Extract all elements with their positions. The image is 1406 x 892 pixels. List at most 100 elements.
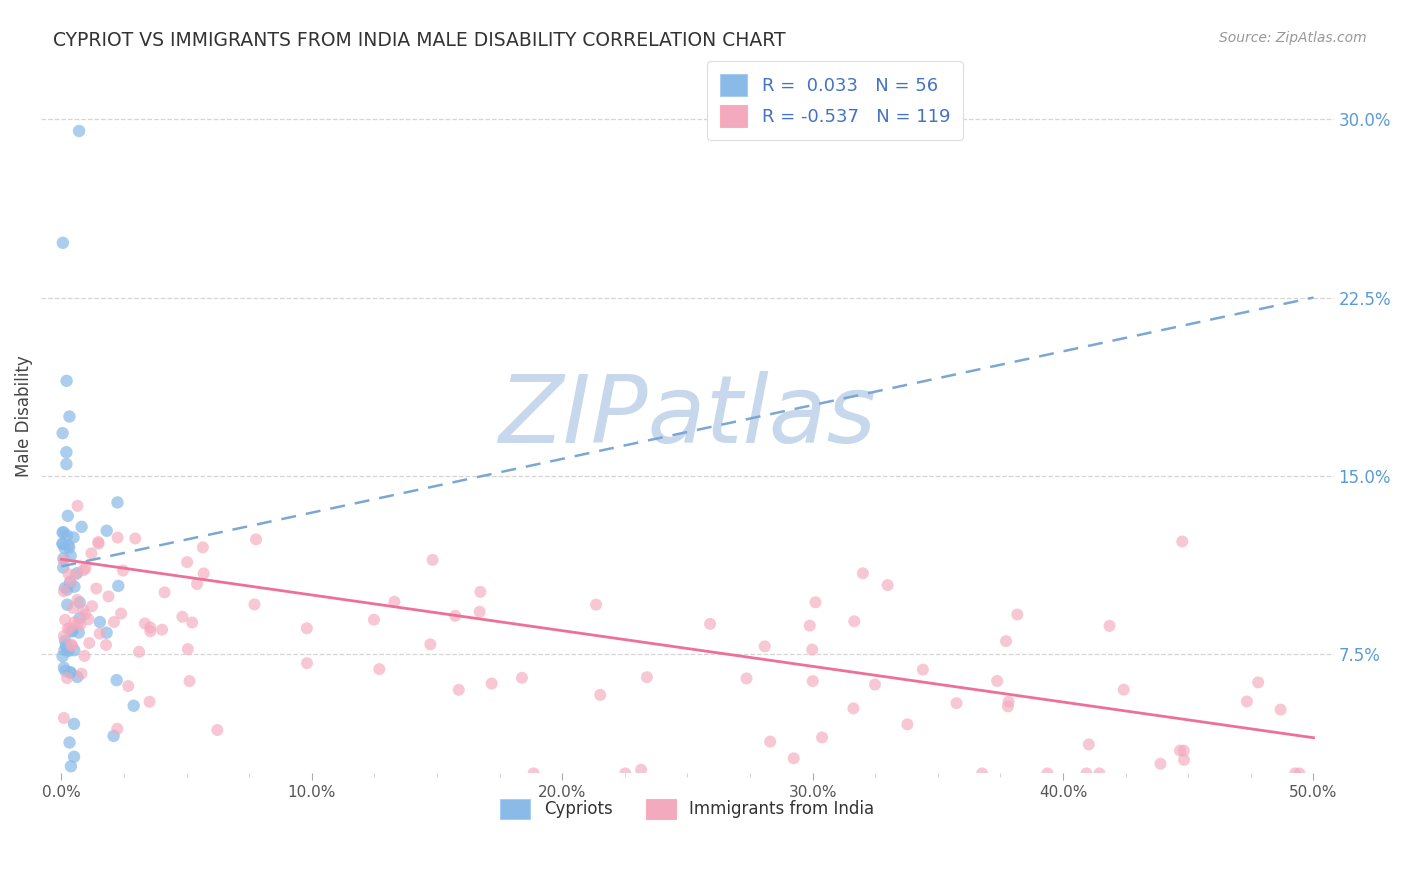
Point (191, 541, 214, 555)
Point (139, 620, 162, 634)
Point (80, 546, 103, 560)
Point (186, 577, 208, 591)
Point (82, 599, 104, 614)
Point (911, 663, 934, 677)
Point (77, 636, 100, 650)
Point (363, 613, 385, 627)
Point (997, 695, 1019, 709)
Point (52, 553, 75, 567)
Point (60, 638, 83, 652)
Point (589, 688, 612, 702)
Point (995, 634, 1018, 648)
Y-axis label: Male Disability: Male Disability (15, 356, 32, 477)
Point (73, 563, 96, 577)
Point (56, 643, 79, 657)
Point (69, 595, 91, 609)
Point (1168, 743, 1191, 757)
Point (117, 679, 139, 693)
Point (89, 626, 111, 640)
Point (66, 593, 89, 607)
Point (55, 445, 77, 459)
Point (636, 670, 658, 684)
Point (105, 722, 128, 736)
Point (53, 634, 76, 648)
Point (70, 520, 93, 534)
Point (179, 674, 201, 689)
Point (75, 561, 97, 575)
Point (63, 615, 86, 629)
Point (295, 656, 318, 670)
Point (58, 541, 80, 555)
Point (53, 541, 76, 555)
Point (107, 495, 129, 509)
Point (56, 622, 79, 636)
Point (77, 612, 100, 626)
Point (630, 763, 652, 777)
Point (801, 674, 824, 689)
Point (53, 581, 76, 595)
Point (56, 528, 79, 542)
Point (56, 508, 79, 523)
Point (1270, 703, 1292, 717)
Text: Source: ZipAtlas.com: Source: ZipAtlas.com (1219, 31, 1367, 45)
Point (799, 618, 821, 632)
Point (59, 759, 82, 773)
Point (470, 585, 492, 599)
Point (52, 551, 75, 566)
Point (1173, 744, 1195, 758)
Point (66, 499, 89, 513)
Point (419, 637, 441, 651)
Point (997, 699, 1019, 714)
Point (134, 616, 156, 631)
Point (844, 615, 866, 629)
Point (89, 615, 111, 629)
Point (53, 643, 76, 657)
Point (55, 638, 77, 652)
Point (87, 536, 110, 550)
Point (63, 643, 86, 657)
Point (896, 717, 918, 731)
Point (481, 676, 503, 690)
Text: CYPRIOT VS IMMIGRANTS FROM INDIA MALE DISABILITY CORRELATION CHART: CYPRIOT VS IMMIGRANTS FROM INDIA MALE DI… (53, 31, 786, 50)
Point (523, 766, 546, 780)
Point (67, 124, 90, 138)
Point (1236, 694, 1258, 708)
Point (811, 731, 834, 745)
Point (56, 582, 79, 597)
Point (945, 696, 967, 710)
Point (193, 566, 215, 581)
Point (243, 598, 266, 612)
Point (63, 567, 86, 582)
Point (62, 600, 84, 615)
Point (107, 531, 129, 545)
Point (55, 457, 77, 471)
Point (1077, 738, 1099, 752)
Point (172, 609, 194, 624)
Point (58, 409, 80, 424)
Point (58, 644, 80, 658)
Point (53, 613, 76, 627)
Point (58, 735, 80, 749)
Point (1173, 753, 1195, 767)
Point (150, 623, 173, 637)
Point (58, 567, 80, 582)
Point (783, 751, 806, 765)
Point (295, 621, 318, 635)
Point (59, 549, 82, 563)
Point (139, 624, 162, 639)
Point (58, 539, 80, 553)
Legend: Cypriots, Immigrants from India: Cypriots, Immigrants from India (494, 792, 882, 826)
Point (699, 616, 721, 631)
Point (759, 734, 782, 748)
Point (52, 525, 75, 540)
Point (447, 682, 470, 697)
Point (422, 553, 444, 567)
Point (58, 621, 80, 635)
Point (510, 671, 533, 685)
Point (852, 566, 875, 581)
Point (128, 645, 150, 659)
Point (122, 698, 145, 713)
Point (84, 582, 107, 596)
Point (66, 670, 89, 684)
Point (124, 532, 146, 546)
